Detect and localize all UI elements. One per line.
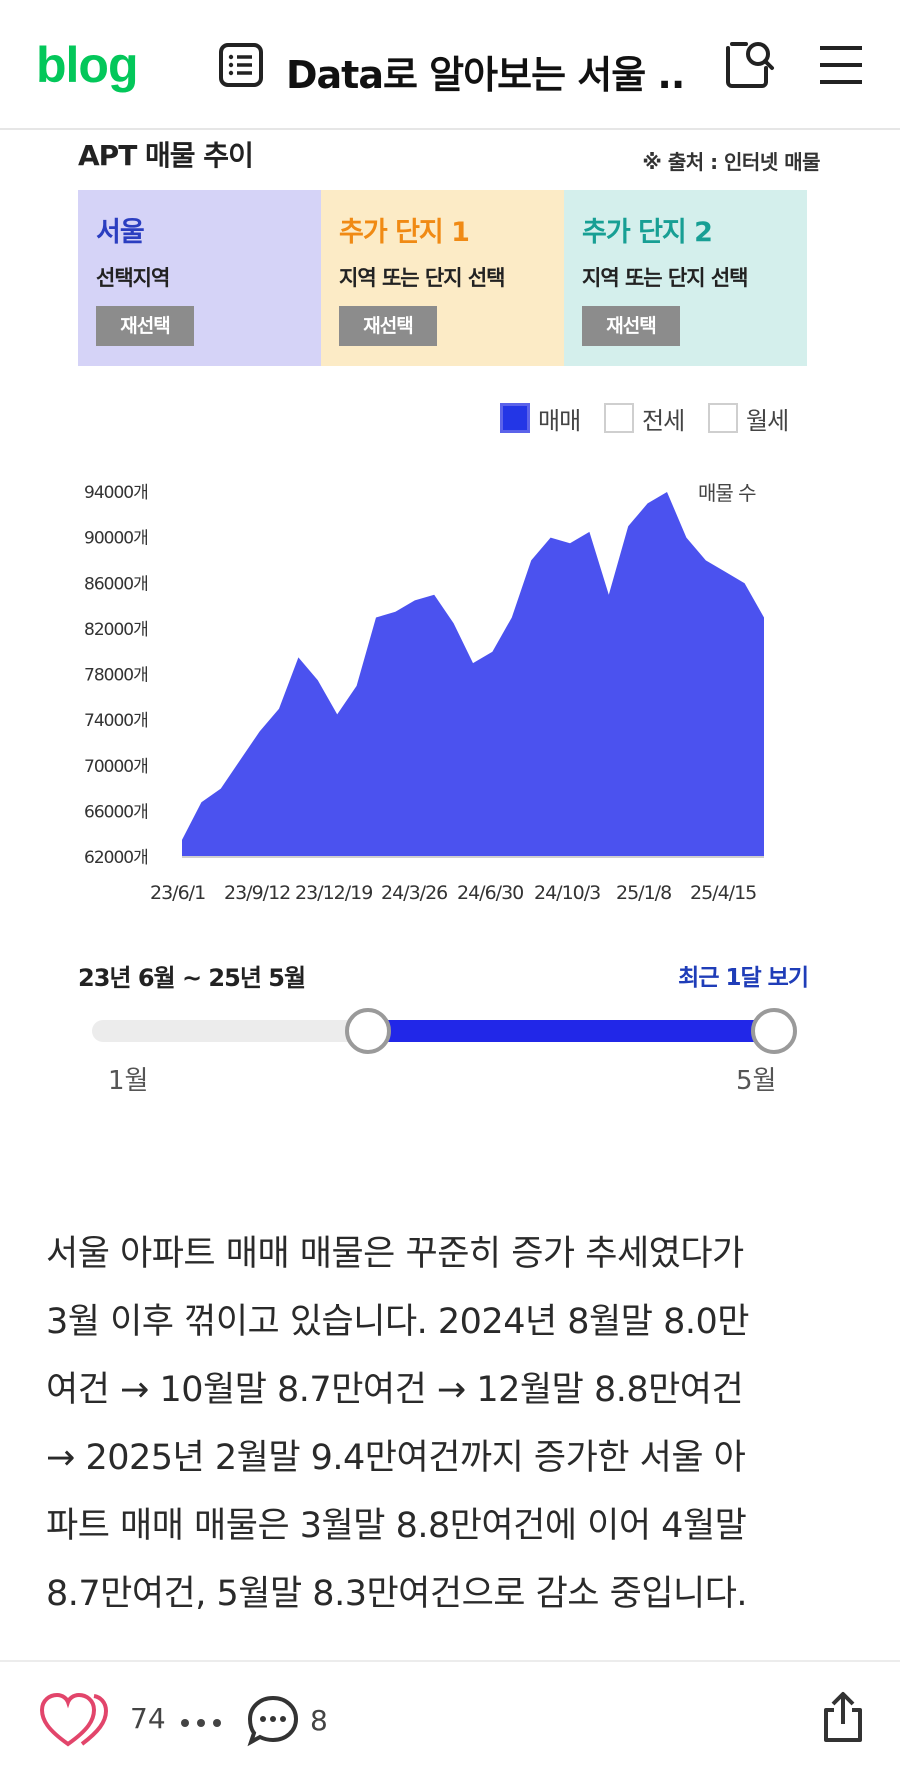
y-tick-label: 78000개 — [84, 666, 148, 686]
y-tick-label: 82000개 — [84, 620, 148, 640]
listing-trend-chart: 94000개 90000개 86000개 82000개 78000개 74000개 7000… — [84, 481, 764, 904]
x-tick-label: 25/4/15 — [690, 882, 756, 904]
post-title[interactable]: Data로 알아보는 서울 ... — [286, 53, 686, 92]
y-tick-label: 70000개 — [84, 757, 148, 777]
slider-min-label: 1월 — [108, 1066, 149, 1096]
slider-max-label: 5월 — [736, 1066, 777, 1096]
legend-label: 매매 — [538, 406, 581, 435]
y-tick-label: 62000개 — [84, 848, 148, 868]
slider-range-fill — [368, 1020, 774, 1042]
region-name: 추가 단지 2 — [582, 217, 713, 248]
checkbox-icon[interactable] — [708, 403, 738, 433]
bottom-action-bar: 74 8 — [0, 1660, 900, 1766]
y-tick-label: 66000개 — [84, 802, 148, 822]
x-tick-label: 24/6/30 — [457, 882, 523, 904]
region-sub: 지역 또는 단지 선택 — [582, 266, 748, 290]
region-box-seoul: 서울 선택지역 재선택 — [78, 190, 321, 366]
top-bar: blog Data로 알아보는 서울 ... — [0, 0, 900, 130]
x-tick-label: 23/12/19 — [295, 882, 372, 904]
reselect-button[interactable]: 재선택 — [582, 306, 680, 346]
article-paragraph: 서울 아파트 매매 매물은 꾸준히 증가 추세였다가 3월 이후 꺾이고 있습니… — [46, 1220, 866, 1628]
recent-month-link[interactable]: 최근 1달 보기 — [678, 965, 809, 991]
legend-item-wolse[interactable]: 월세 — [708, 400, 789, 436]
x-tick-label: 24/10/3 — [534, 882, 600, 904]
paragraph-line: → 2025년 2월말 9.4만여건까지 증가한 서울 아 — [46, 1438, 746, 1478]
x-tick-label: 23/6/1 — [150, 882, 205, 904]
comment-icon[interactable] — [246, 1694, 300, 1748]
region-sub: 선택지역 — [96, 266, 170, 290]
search-icon[interactable] — [720, 36, 778, 94]
y-tick-label: 86000개 — [84, 574, 148, 594]
legend-item-jeonse[interactable]: 전세 — [604, 400, 685, 436]
range-label: 23년 6월 ~ 25년 5월 — [78, 964, 306, 992]
y-tick-label: 90000개 — [84, 529, 148, 549]
source-note: ※ 출처 : 인터넷 매물 — [642, 150, 820, 174]
blog-logo[interactable]: blog — [36, 37, 139, 93]
paragraph-line: 파트 매매 매물은 3월말 8.8만여건에 이어 4월말 — [46, 1506, 747, 1546]
list-icon[interactable] — [218, 42, 264, 88]
comment-count: 8 — [310, 1704, 328, 1737]
slider-handle-end[interactable] — [751, 1008, 797, 1054]
legend-item-sale[interactable]: 매매 — [500, 400, 581, 436]
x-tick-label: 23/9/12 — [224, 882, 290, 904]
legend-label: 전세 — [642, 406, 685, 435]
reselect-button[interactable]: 재선택 — [96, 306, 194, 346]
reselect-button[interactable]: 재선택 — [339, 306, 437, 346]
series-label: 매물 수 — [698, 481, 756, 505]
more-icon[interactable] — [180, 1718, 222, 1728]
paragraph-line: 여건 → 10월말 8.7만여건 → 12월말 8.8만여건 — [46, 1370, 744, 1410]
menu-icon[interactable] — [818, 44, 864, 86]
apt-panel-title: APT 매물 추이 — [78, 139, 254, 172]
region-name: 추가 단지 1 — [339, 217, 470, 248]
region-sub: 지역 또는 단지 선택 — [339, 266, 505, 290]
x-tick-label: 25/1/8 — [616, 882, 671, 904]
y-tick-label: 94000개 — [84, 483, 148, 503]
slider-handle-start[interactable] — [345, 1008, 391, 1054]
paragraph-line: 3월 이후 꺾이고 있습니다. 2024년 8월말 8.0만 — [46, 1302, 749, 1342]
checkbox-icon[interactable] — [604, 403, 634, 433]
series-area-sale — [182, 492, 764, 857]
paragraph-line: 서울 아파트 매매 매물은 꾸준히 증가 추세였다가 — [46, 1234, 744, 1274]
checkbox-icon[interactable] — [500, 403, 530, 433]
region-box-extra-2: 추가 단지 2 지역 또는 단지 선택 재선택 — [564, 190, 807, 366]
like-count: 74 — [130, 1702, 166, 1735]
region-box-extra-1: 추가 단지 1 지역 또는 단지 선택 재선택 — [321, 190, 564, 366]
x-tick-label: 24/3/26 — [381, 882, 447, 904]
legend-label: 월세 — [746, 406, 789, 435]
share-icon[interactable] — [820, 1690, 866, 1744]
y-tick-label: 74000개 — [84, 711, 148, 731]
like-heart-icon[interactable] — [38, 1692, 112, 1748]
paragraph-line: 8.7만여건, 5월말 8.3만여건으로 감소 중입니다. — [46, 1574, 748, 1614]
region-name: 서울 — [96, 217, 145, 248]
